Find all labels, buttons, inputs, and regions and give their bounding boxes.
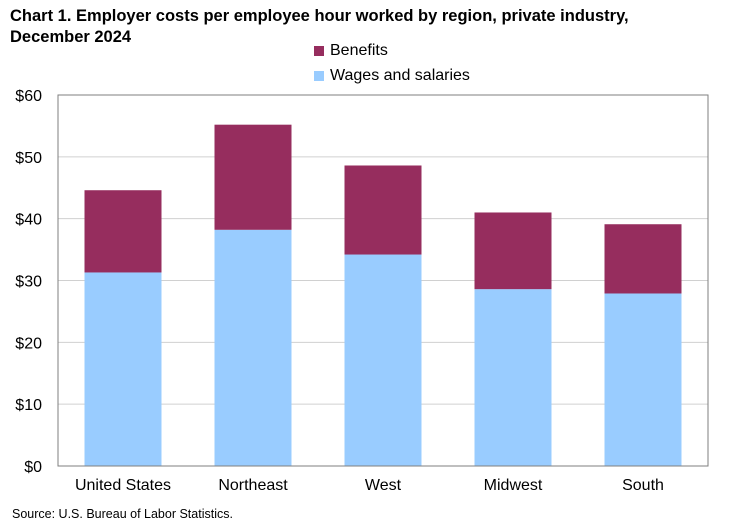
x-tick-label-0: United States [75,477,171,494]
y-tick-label-6: $60 [15,88,42,105]
x-tick-label-4: South [622,477,664,494]
bar-wages-1 [214,229,292,466]
bar-benefits-1 [214,124,292,230]
legend-swatch-wages [314,70,324,81]
x-tick-label-1: Northeast [218,477,288,494]
legend-label-benefits: Benefits [330,41,388,59]
bar-benefits-4 [604,224,682,294]
x-tick-label-2: West [365,477,402,494]
bar-wages-0 [84,272,162,466]
y-tick-label-2: $20 [15,335,42,352]
chart-title-line-1: Chart 1. Employer costs per employee hou… [10,7,629,25]
legend-item-benefits: Benefits [314,38,470,63]
chart-title-line-2: December 2024 [10,28,132,46]
plot-frame [57,94,709,467]
y-tick-label-1: $10 [15,397,42,414]
legend-label-wages: Wages and salaries [330,66,470,84]
chart-legend: Benefits Wages and salaries [314,38,470,88]
source-note: Source: U.S. Bureau of Labor Statistics. [12,507,233,521]
chart-title: Chart 1. Employer costs per employee hou… [10,6,734,48]
bar-benefits-0 [84,190,162,273]
y-tick-label-4: $40 [15,212,42,229]
bar-benefits-2 [344,165,422,255]
y-tick-label-5: $50 [15,150,42,167]
legend-swatch-benefits [314,45,324,56]
legend-item-wages: Wages and salaries [314,63,470,88]
x-tick-label-3: Midwest [484,477,543,494]
bar-wages-4 [604,293,682,466]
bar-benefits-3 [474,212,552,290]
bar-wages-3 [474,289,552,466]
y-tick-label-3: $30 [15,274,42,291]
bar-wages-2 [344,254,422,466]
y-tick-label-0: $0 [24,459,42,476]
